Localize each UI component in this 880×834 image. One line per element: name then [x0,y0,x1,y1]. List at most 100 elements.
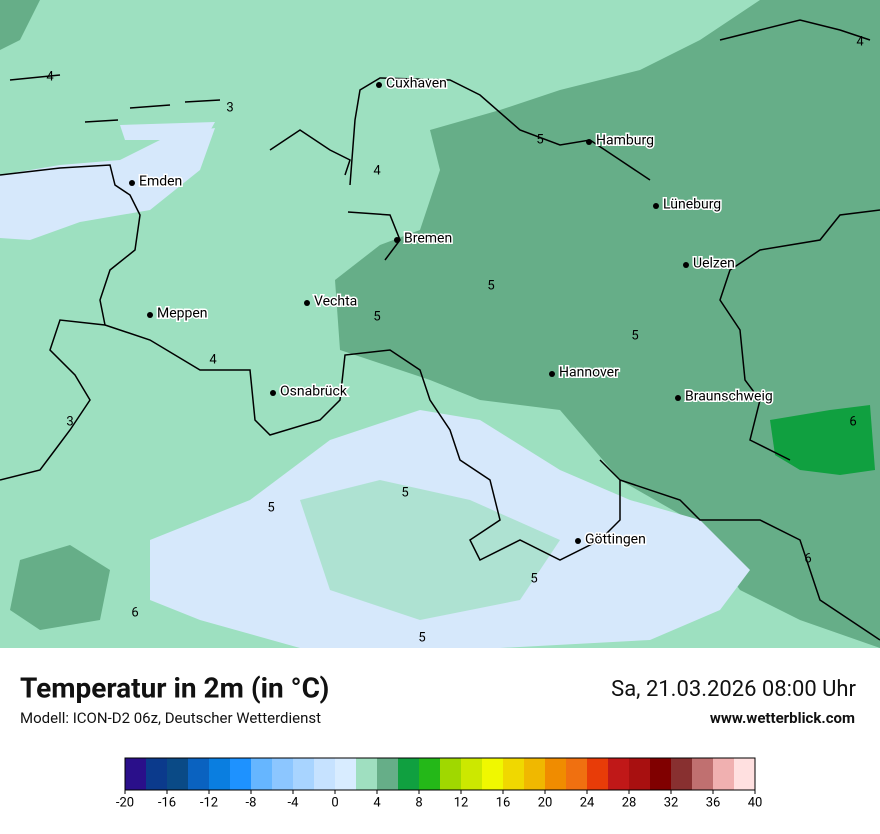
colorbar-swatch [566,758,588,790]
colorbar-swatch [293,758,315,790]
date: Sa, 21.03.2026 08:00 Uhr [611,677,856,702]
contour-label: 3 [226,100,233,115]
contour-label: 4 [46,69,54,84]
colorbar-swatch [524,758,546,790]
city-label: Osnabrück [280,384,348,400]
city-label: Hamburg [596,133,654,149]
title: Temperatur in 2m (in °C) [20,671,329,704]
city-label: Lüneburg [663,197,721,213]
colorbar-swatch [167,758,189,790]
colorbar-tick-label: -8 [246,795,257,810]
city-dot [394,237,400,243]
contour-label: 5 [401,485,408,500]
colorbar-tick-label: 12 [454,795,469,810]
contour-label: 6 [849,414,856,429]
colorbar-tick-label: -16 [158,795,176,810]
colorbar-swatch [419,758,441,790]
temp-zone-4-6 [0,0,40,50]
city-dot [270,390,276,396]
colorbar-tick-label: 28 [622,795,637,810]
city-dot [683,262,689,268]
border-line [104,324,621,562]
colorbar-swatch [398,758,420,790]
colorbar-tick-label: -4 [288,795,300,810]
colorbar-swatch [251,758,273,790]
colorbar-swatch [734,758,756,790]
city-dot [653,203,659,209]
colorbar-tick-label: -12 [200,795,218,810]
coast-line [269,129,351,176]
city-label: Uelzen [693,256,735,272]
colorbar-swatch [125,758,147,790]
city-dot [675,395,681,401]
colorbar-swatch [314,758,336,790]
colorbar-tick-label: 40 [748,795,763,810]
colorbar-swatch [545,758,567,790]
colorbar-tick-label: 16 [496,795,511,810]
city-dot [129,180,135,186]
colorbar-tick-label: 8 [415,795,422,810]
city-dot [376,82,382,88]
city-label: Emden [139,174,182,190]
contour-label: 5 [418,630,425,645]
colorbar-swatch [356,758,378,790]
contour-label: 6 [131,605,138,620]
colorbar-swatch [461,758,483,790]
colorbar-swatch [713,758,735,790]
city-label: Braunschweig [685,389,773,405]
colorbar-tick-label: 20 [538,795,553,810]
colorbar-swatch [671,758,693,790]
city-label: Hannover [559,365,619,381]
map: Cuxhaven Hamburg Emden Bremen Lüneburg Uelzen… [0,0,880,648]
colorbar-swatch [608,758,630,790]
city-dot [549,371,555,377]
colorbar-swatch [482,758,504,790]
contour-label: 5 [267,500,274,515]
contour-label: 4 [209,352,217,367]
colorbar-swatch [692,758,714,790]
contour-label: 5 [536,132,543,147]
island-line [9,74,221,123]
river-line [349,77,651,186]
colorbar-tick-label: 4 [373,795,381,810]
temp-zone-6-8 [770,405,875,475]
colorbar-swatch [503,758,525,790]
colorbar-swatch [629,758,651,790]
subtitle: Modell: ICON-D2 06z, Deutscher Wetterdie… [20,709,321,727]
colorbar-swatch [230,758,252,790]
city-dot [586,139,592,145]
border-line [719,209,880,461]
contour-label: 6 [804,551,811,566]
border-line [0,164,141,481]
city-label: Meppen [157,306,208,322]
temp-zone-4-6 [10,545,110,630]
colorbar-swatch [650,758,672,790]
colorbar-swatch [272,758,294,790]
colorbar-swatch [209,758,231,790]
contour-label: 5 [373,309,380,324]
colorbar-swatch [587,758,609,790]
colorbar-swatch [440,758,462,790]
river-line [347,211,401,261]
colorbar-tick-label: 0 [331,795,338,810]
website: www.wetterblick.com [710,709,855,727]
temp-zone-2-4 [300,480,560,620]
border-line [619,479,880,641]
colorbar-swatch [335,758,357,790]
colorbar-tick-label: 32 [664,795,679,810]
contour-label: 4 [856,34,864,49]
colorbar-tick-label: 24 [580,795,595,810]
colorbar-tick-label: 36 [706,795,721,810]
colorbar-swatch [377,758,399,790]
colorbar-tick-label: -20 [116,795,134,810]
borders [0,19,880,641]
temp-zone-4-6 [335,0,880,648]
contour-label: 5 [530,571,537,586]
contour-label: 4 [373,163,381,178]
city-dot [147,312,153,318]
city-dot [575,538,581,544]
contour-label: 3 [66,414,73,429]
city-label: Vechta [314,294,357,310]
